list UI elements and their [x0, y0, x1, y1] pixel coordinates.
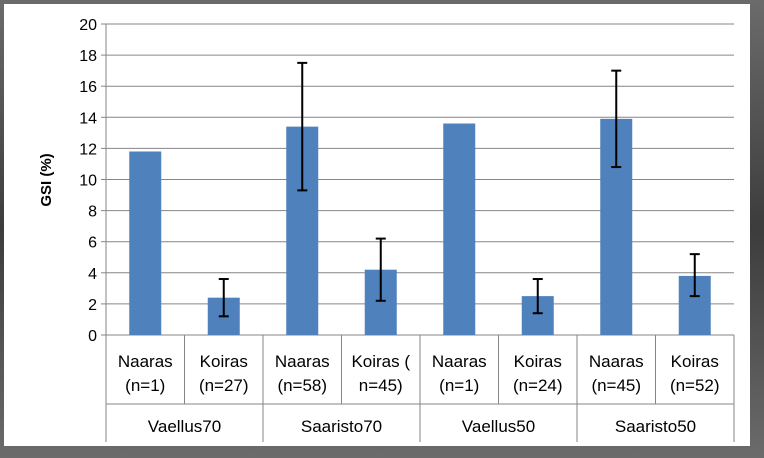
x-category-label: (n=1): [125, 376, 165, 395]
x-category-label: n=45): [359, 376, 403, 395]
y-tick-label: 12: [79, 141, 97, 158]
category-labels: Naaras (n=1) Koiras (n=27) Naaras (n=58) Koira…: [118, 352, 720, 436]
x-category-label: Koiras (: [351, 352, 410, 371]
y-tick-label: 2: [88, 297, 97, 314]
y-tick-label: 16: [79, 79, 97, 96]
y-tick-label: 0: [88, 328, 97, 345]
bar: [129, 151, 162, 335]
x-category-label: Koiras: [200, 352, 248, 371]
x-category-label: (n=45): [591, 376, 641, 395]
y-axis-title: GSI (%): [38, 153, 55, 206]
x-category-label: Naaras: [432, 352, 487, 371]
x-group-label: Vaellus70: [148, 417, 221, 436]
error-bars: [218, 61, 700, 318]
x-category-label: (n=52): [670, 376, 720, 395]
x-category-label: Naaras: [118, 352, 173, 371]
x-group-label: Saaristo70: [301, 417, 382, 436]
y-tick-label: 20: [79, 17, 97, 34]
y-tick-label: 4: [88, 266, 97, 283]
x-category-label: (n=1): [439, 376, 479, 395]
y-tick-label: 8: [88, 204, 97, 221]
x-category-label: (n=27): [199, 376, 249, 395]
x-category-label: (n=58): [277, 376, 327, 395]
x-category-label: Koiras: [514, 352, 562, 371]
x-group-label: Vaellus50: [462, 417, 535, 436]
y-tick-label: 6: [88, 235, 97, 252]
x-category-label: Naaras: [589, 352, 644, 371]
bar: [443, 123, 476, 336]
y-tick-label: 18: [79, 48, 97, 65]
x-category-label: (n=24): [513, 376, 563, 395]
y-tick-labels: 0 2 4 6 8 10 12 14 16 18 20: [79, 17, 97, 345]
x-group-label: Saaristo50: [615, 417, 696, 436]
y-tick-label: 14: [79, 110, 97, 127]
y-tick-label: 10: [79, 173, 97, 190]
x-category-label: Naaras: [275, 352, 330, 371]
x-category-label: Koiras: [671, 352, 719, 371]
